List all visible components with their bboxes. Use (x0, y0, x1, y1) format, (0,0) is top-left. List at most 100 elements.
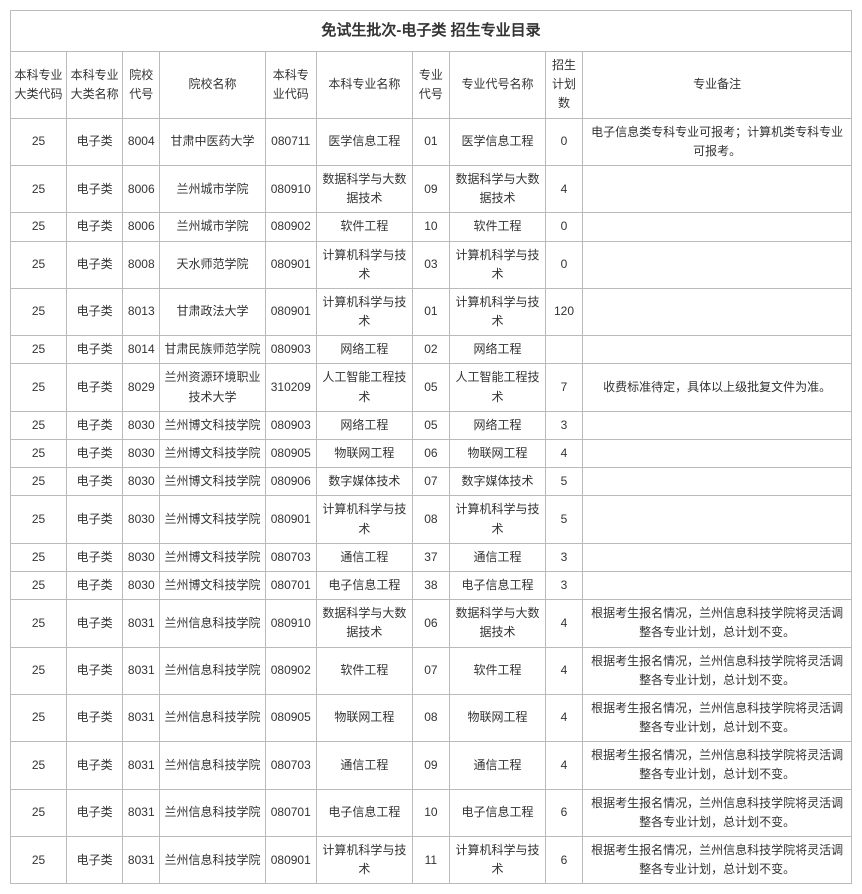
table-cell: 080903 (265, 336, 316, 364)
table-cell: 8031 (123, 742, 160, 789)
column-header: 专业备注 (583, 52, 852, 119)
table-cell: 8006 (123, 165, 160, 212)
table-cell (583, 496, 852, 543)
table-cell: 电子类 (67, 789, 123, 836)
table-cell: 8004 (123, 118, 160, 165)
table-cell: 软件工程 (450, 647, 546, 694)
table-cell: 25 (11, 288, 67, 335)
table-cell: 8030 (123, 543, 160, 571)
table-cell: 080701 (265, 571, 316, 599)
table-cell: 电子类 (67, 543, 123, 571)
table-cell: 电子类 (67, 837, 123, 884)
table-cell: 计算机科学与技术 (316, 241, 412, 288)
table-cell: 08 (412, 694, 449, 741)
table-cell: 天水师范学院 (160, 241, 265, 288)
column-header: 本科专业名称 (316, 52, 412, 119)
table-cell: 兰州资源环境职业技术大学 (160, 364, 265, 411)
table-row: 25电子类8004甘肃中医药大学080711医学信息工程01医学信息工程0电子信… (11, 118, 852, 165)
table-cell: 10 (412, 789, 449, 836)
table-cell: 兰州信息科技学院 (160, 789, 265, 836)
table-cell: 09 (412, 742, 449, 789)
table-row: 25电子类8030兰州博文科技学院080703通信工程37通信工程3 (11, 543, 852, 571)
table-cell: 甘肃民族师范学院 (160, 336, 265, 364)
table-cell: 兰州信息科技学院 (160, 837, 265, 884)
table-cell: 计算机科学与技术 (450, 496, 546, 543)
table-cell: 02 (412, 336, 449, 364)
table-cell: 电子类 (67, 694, 123, 741)
table-cell: 物联网工程 (316, 694, 412, 741)
table-row: 25电子类8031兰州信息科技学院080901计算机科学与技术11计算机科学与技… (11, 837, 852, 884)
table-cell: 8013 (123, 288, 160, 335)
table-cell: 根据考生报名情况，兰州信息科技学院将灵活调整各专业计划，总计划不变。 (583, 789, 852, 836)
table-cell: 080703 (265, 742, 316, 789)
table-cell: 3 (545, 571, 582, 599)
table-cell: 甘肃中医药大学 (160, 118, 265, 165)
table-cell: 根据考生报名情况，兰州信息科技学院将灵活调整各专业计划，总计划不变。 (583, 837, 852, 884)
table-cell: 电子类 (67, 440, 123, 468)
table-cell: 医学信息工程 (316, 118, 412, 165)
table-cell (583, 571, 852, 599)
table-cell: 4 (545, 694, 582, 741)
table-cell: 计算机科学与技术 (450, 241, 546, 288)
table-cell: 8031 (123, 694, 160, 741)
table-row: 25电子类8006兰州城市学院080902软件工程10软件工程0 (11, 213, 852, 241)
table-cell: 0 (545, 213, 582, 241)
table-cell: 通信工程 (450, 742, 546, 789)
table-cell: 080910 (265, 600, 316, 647)
table-cell: 根据考生报名情况，兰州信息科技学院将灵活调整各专业计划，总计划不变。 (583, 600, 852, 647)
table-cell: 120 (545, 288, 582, 335)
column-header: 院校名称 (160, 52, 265, 119)
table-cell: 电子信息类专科专业可报考；计算机类专科专业可报考。 (583, 118, 852, 165)
table-cell: 01 (412, 288, 449, 335)
table-cell: 4 (545, 600, 582, 647)
table-cell: 收费标准待定，具体以上级批复文件为准。 (583, 364, 852, 411)
table-cell: 兰州博文科技学院 (160, 543, 265, 571)
table-cell: 8030 (123, 468, 160, 496)
table-cell: 25 (11, 742, 67, 789)
table-cell: 25 (11, 694, 67, 741)
table-cell: 080906 (265, 468, 316, 496)
table-cell: 080905 (265, 440, 316, 468)
table-cell: 软件工程 (450, 213, 546, 241)
table-body: 25电子类8004甘肃中医药大学080711医学信息工程01医学信息工程0电子信… (11, 118, 852, 884)
table-cell: 8029 (123, 364, 160, 411)
table-cell: 080905 (265, 694, 316, 741)
table-cell: 080901 (265, 241, 316, 288)
table-cell: 8030 (123, 496, 160, 543)
table-cell: 电子类 (67, 647, 123, 694)
table-cell: 数字媒体技术 (316, 468, 412, 496)
table-row: 25电子类8014甘肃民族师范学院080903网络工程02网络工程 (11, 336, 852, 364)
table-cell: 8030 (123, 440, 160, 468)
table-row: 25电子类8006兰州城市学院080910数据科学与大数据技术09数据科学与大数… (11, 165, 852, 212)
table-cell: 电子类 (67, 600, 123, 647)
table-cell: 兰州信息科技学院 (160, 647, 265, 694)
table-cell: 计算机科学与技术 (316, 837, 412, 884)
table-cell: 4 (545, 165, 582, 212)
table-cell: 网络工程 (450, 411, 546, 439)
table-cell: 03 (412, 241, 449, 288)
table-cell (583, 165, 852, 212)
table-cell: 电子类 (67, 241, 123, 288)
table-cell: 电子类 (67, 411, 123, 439)
table-cell: 25 (11, 837, 67, 884)
table-cell: 通信工程 (450, 543, 546, 571)
table-cell: 38 (412, 571, 449, 599)
table-cell: 25 (11, 118, 67, 165)
table-row: 25电子类8030兰州博文科技学院080903网络工程05网络工程3 (11, 411, 852, 439)
table-row: 25电子类8031兰州信息科技学院080701电子信息工程10电子信息工程6根据… (11, 789, 852, 836)
table-cell: 计算机科学与技术 (316, 496, 412, 543)
table-cell: 080711 (265, 118, 316, 165)
table-cell: 电子类 (67, 336, 123, 364)
table-cell: 电子类 (67, 364, 123, 411)
table-cell: 兰州信息科技学院 (160, 600, 265, 647)
table-cell: 06 (412, 440, 449, 468)
table-cell: 人工智能工程技术 (450, 364, 546, 411)
table-cell: 兰州博文科技学院 (160, 440, 265, 468)
table-cell: 兰州博文科技学院 (160, 468, 265, 496)
table-cell (545, 336, 582, 364)
table-row: 25电子类8030兰州博文科技学院080901计算机科学与技术08计算机科学与技… (11, 496, 852, 543)
table-cell: 080902 (265, 647, 316, 694)
table-cell: 兰州信息科技学院 (160, 694, 265, 741)
table-cell: 8014 (123, 336, 160, 364)
table-cell: 25 (11, 789, 67, 836)
